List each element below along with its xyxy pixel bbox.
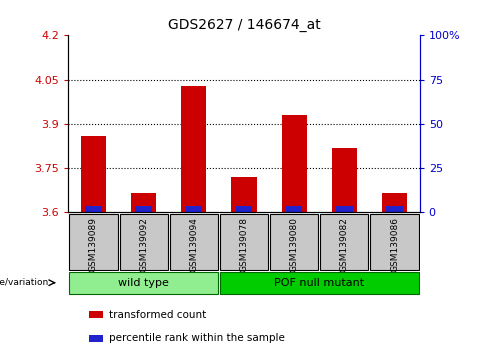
Bar (320, 213, 368, 270)
Bar (131, 193, 156, 212)
Title: GDS2627 / 146674_at: GDS2627 / 146674_at (167, 18, 321, 32)
Text: GSM139089: GSM139089 (89, 217, 98, 272)
Text: GSM139092: GSM139092 (139, 217, 148, 272)
Text: GSM139078: GSM139078 (240, 217, 248, 272)
Bar (386, 206, 403, 212)
Bar (370, 213, 419, 270)
Bar (89, 311, 103, 318)
Bar (336, 206, 352, 212)
Bar (220, 272, 419, 295)
Bar (120, 213, 168, 270)
Bar (231, 177, 257, 212)
Bar (185, 206, 202, 212)
Text: GSM139094: GSM139094 (189, 217, 198, 272)
Bar (332, 148, 357, 212)
Bar (220, 213, 268, 270)
Bar (81, 136, 106, 212)
Bar (236, 206, 252, 212)
Text: POF null mutant: POF null mutant (274, 278, 365, 288)
Text: GSM139082: GSM139082 (340, 217, 349, 272)
Text: GSM139086: GSM139086 (390, 217, 399, 272)
Bar (170, 213, 218, 270)
Bar (286, 206, 303, 212)
Bar (69, 213, 118, 270)
Bar (270, 213, 318, 270)
Text: transformed count: transformed count (109, 310, 206, 320)
Bar (89, 335, 103, 342)
Text: GSM139080: GSM139080 (290, 217, 299, 272)
Bar (136, 206, 152, 212)
Bar (282, 115, 307, 212)
Text: genotype/variation: genotype/variation (0, 278, 49, 287)
Bar (382, 193, 407, 212)
Text: percentile rank within the sample: percentile rank within the sample (109, 333, 285, 343)
Bar (181, 86, 206, 212)
Text: wild type: wild type (118, 278, 169, 288)
Bar (69, 272, 218, 295)
Bar (85, 206, 102, 212)
